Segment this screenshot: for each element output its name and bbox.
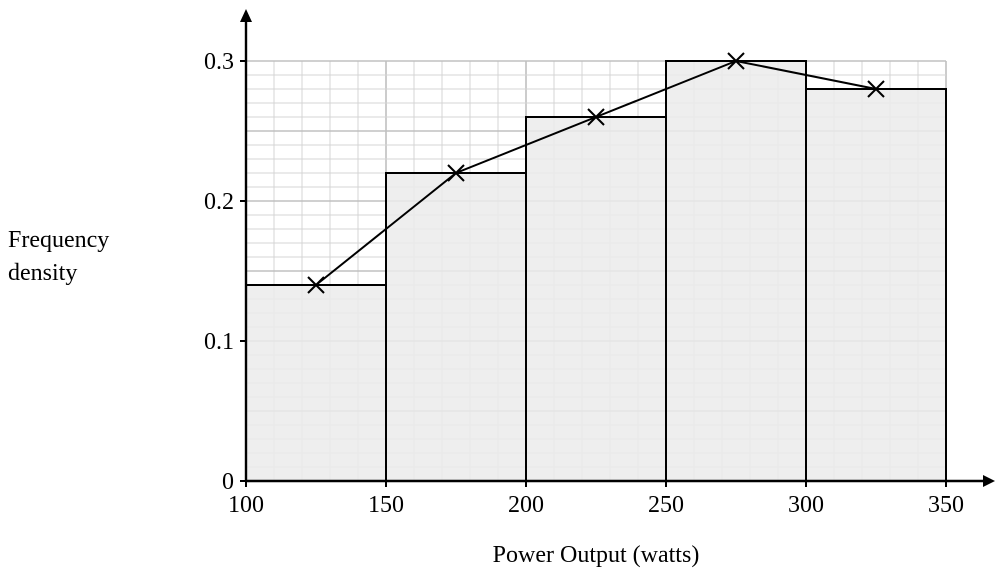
histogram-bar <box>245 284 387 482</box>
histogram-bars <box>245 60 947 482</box>
marker-stroke <box>727 52 745 70</box>
polygon-point-marker <box>727 52 745 70</box>
histogram-bar <box>385 172 527 482</box>
x-tick-label: 100 <box>228 492 264 518</box>
y-tick-label: 0 <box>222 469 234 495</box>
histogram-bar <box>665 60 807 482</box>
marker-stroke <box>587 108 605 126</box>
marker-stroke <box>867 80 885 98</box>
x-tick-label: 300 <box>788 492 824 518</box>
y-axis-label-line-2: density <box>8 260 77 286</box>
y-tick-label: 0.3 <box>204 49 234 75</box>
y-tick-label: 0.2 <box>204 189 234 215</box>
x-tick-label: 350 <box>928 492 964 518</box>
x-tick-label: 250 <box>648 492 684 518</box>
polygon-point-marker <box>447 164 465 182</box>
polygon-point-marker <box>307 276 325 294</box>
marker-stroke <box>307 276 325 294</box>
histogram-bar <box>525 116 667 482</box>
x-tick-label: 200 <box>508 492 544 518</box>
polygon-point-marker <box>587 108 605 126</box>
marker-stroke <box>447 164 465 182</box>
x-tick-label: 150 <box>368 492 404 518</box>
tick-labels: 0 0.1 0.2 0.3 100 150 200 250 300 350 <box>204 49 964 518</box>
x-axis-arrowhead <box>983 475 995 487</box>
axes <box>240 9 995 487</box>
polygon-point-marker <box>867 80 885 98</box>
x-axis-label: Power Output (watts) <box>493 542 700 568</box>
frequency-polygon <box>307 52 885 294</box>
y-tick-label: 0.1 <box>204 329 234 355</box>
y-axis-label-line-1: Frequency <box>8 227 109 253</box>
histogram-bar <box>805 88 947 482</box>
y-axis-arrowhead <box>240 9 252 22</box>
